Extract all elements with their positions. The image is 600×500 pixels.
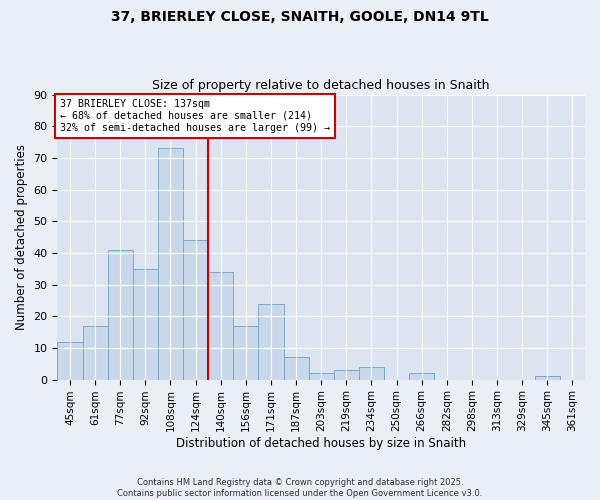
Bar <box>308 374 334 380</box>
Y-axis label: Number of detached properties: Number of detached properties <box>15 144 28 330</box>
Text: 37 BRIERLEY CLOSE: 137sqm
← 68% of detached houses are smaller (214)
32% of semi: 37 BRIERLEY CLOSE: 137sqm ← 68% of detac… <box>60 100 330 132</box>
Bar <box>359 367 384 380</box>
Bar <box>284 358 308 380</box>
Bar <box>334 370 359 380</box>
Bar <box>208 272 233 380</box>
Bar <box>58 342 83 380</box>
Bar <box>107 250 133 380</box>
Bar <box>409 374 434 380</box>
Bar <box>259 304 284 380</box>
Bar <box>158 148 183 380</box>
X-axis label: Distribution of detached houses by size in Snaith: Distribution of detached houses by size … <box>176 437 466 450</box>
Text: Contains HM Land Registry data © Crown copyright and database right 2025.
Contai: Contains HM Land Registry data © Crown c… <box>118 478 482 498</box>
Bar <box>83 326 107 380</box>
Text: 37, BRIERLEY CLOSE, SNAITH, GOOLE, DN14 9TL: 37, BRIERLEY CLOSE, SNAITH, GOOLE, DN14 … <box>111 10 489 24</box>
Bar <box>233 326 259 380</box>
Bar <box>133 268 158 380</box>
Bar <box>183 240 208 380</box>
Title: Size of property relative to detached houses in Snaith: Size of property relative to detached ho… <box>152 79 490 92</box>
Bar <box>535 376 560 380</box>
